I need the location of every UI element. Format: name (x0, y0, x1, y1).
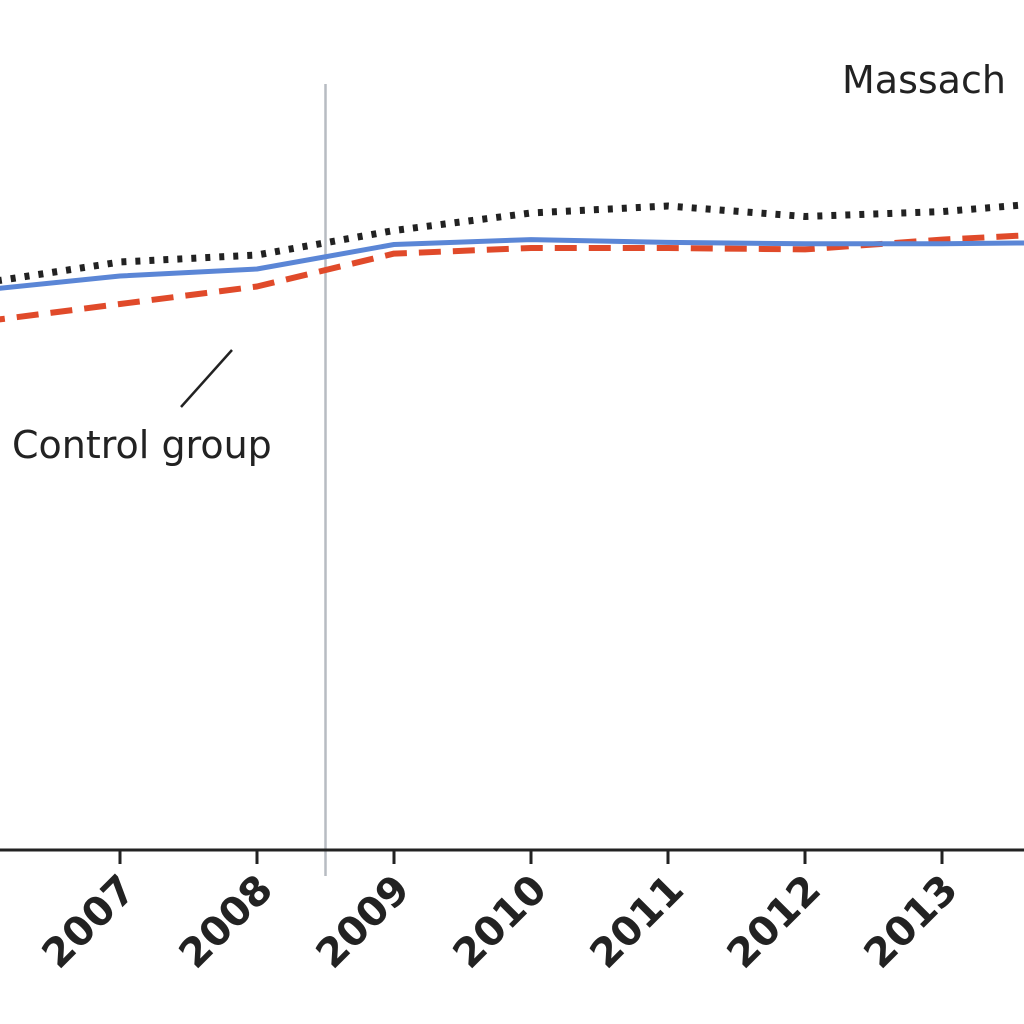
x-tick-label-2010: 2010 (445, 866, 556, 977)
annotations: Massach Control group (12, 58, 1006, 467)
x-axis: 2007 2008 2009 2010 2011 2012 2013 (0, 848, 1024, 978)
x-tick-label-2011: 2011 (582, 866, 693, 977)
x-tick-label-2008: 2008 (171, 866, 282, 977)
massachusetts-label: Massach (842, 58, 1006, 102)
x-tick-label-2013: 2013 (856, 866, 967, 977)
x-tick-label-2012: 2012 (719, 866, 830, 977)
x-tick-label-2007: 2007 (34, 866, 145, 977)
series-line-treatment (0, 237, 1024, 291)
x-tick-label-2009: 2009 (308, 866, 419, 977)
control-group-label: Control group (12, 423, 272, 467)
series-layer (0, 84, 1024, 876)
control-group-leader-line (180, 349, 233, 408)
series-line-massachusetts (0, 201, 1024, 284)
